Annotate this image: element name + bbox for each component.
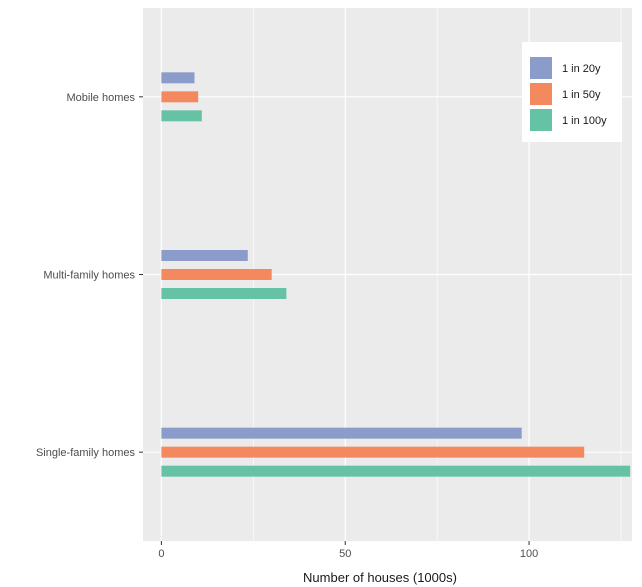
bars	[161, 72, 631, 477]
bar-single-family-homes-1-in-20y	[161, 427, 522, 439]
legend-swatch	[530, 57, 552, 79]
y-tick-label: Multi-family homes	[43, 270, 135, 282]
bar-multi-family-homes-1-in-100y	[161, 288, 287, 299]
legend-label: 1 in 100y	[562, 115, 607, 127]
x-tick-label: 100	[520, 548, 538, 560]
bar-single-family-homes-1-in-100y	[161, 465, 631, 477]
x-tick-label: 50	[339, 548, 351, 560]
x-tick-label: 0	[158, 548, 164, 560]
legend-swatch	[530, 83, 552, 105]
x-axis-tick-labels: 0 50 100	[158, 541, 538, 560]
legend-label: 1 in 20y	[562, 63, 601, 75]
bar-mobile-homes-1-in-20y	[161, 72, 195, 84]
y-tick-label: Single-family homes	[36, 447, 136, 459]
bar-mobile-homes-1-in-100y	[161, 110, 202, 122]
bar-single-family-homes-1-in-50y	[161, 446, 585, 458]
y-tick-label: Mobile homes	[67, 92, 136, 104]
bar-multi-family-homes-1-in-20y	[161, 250, 248, 261]
legend-label: 1 in 50y	[562, 89, 601, 101]
y-axis-tick-labels: Mobile homes Multi-family homes Single-fam…	[36, 92, 143, 459]
legend: 1 in 20y 1 in 50y 1 in 100y	[522, 42, 622, 142]
x-axis-title: Number of houses (1000s)	[303, 570, 457, 585]
bar-mobile-homes-1-in-50y	[161, 91, 199, 103]
bar-multi-family-homes-1-in-50y	[161, 269, 272, 280]
legend-swatch	[530, 109, 552, 131]
